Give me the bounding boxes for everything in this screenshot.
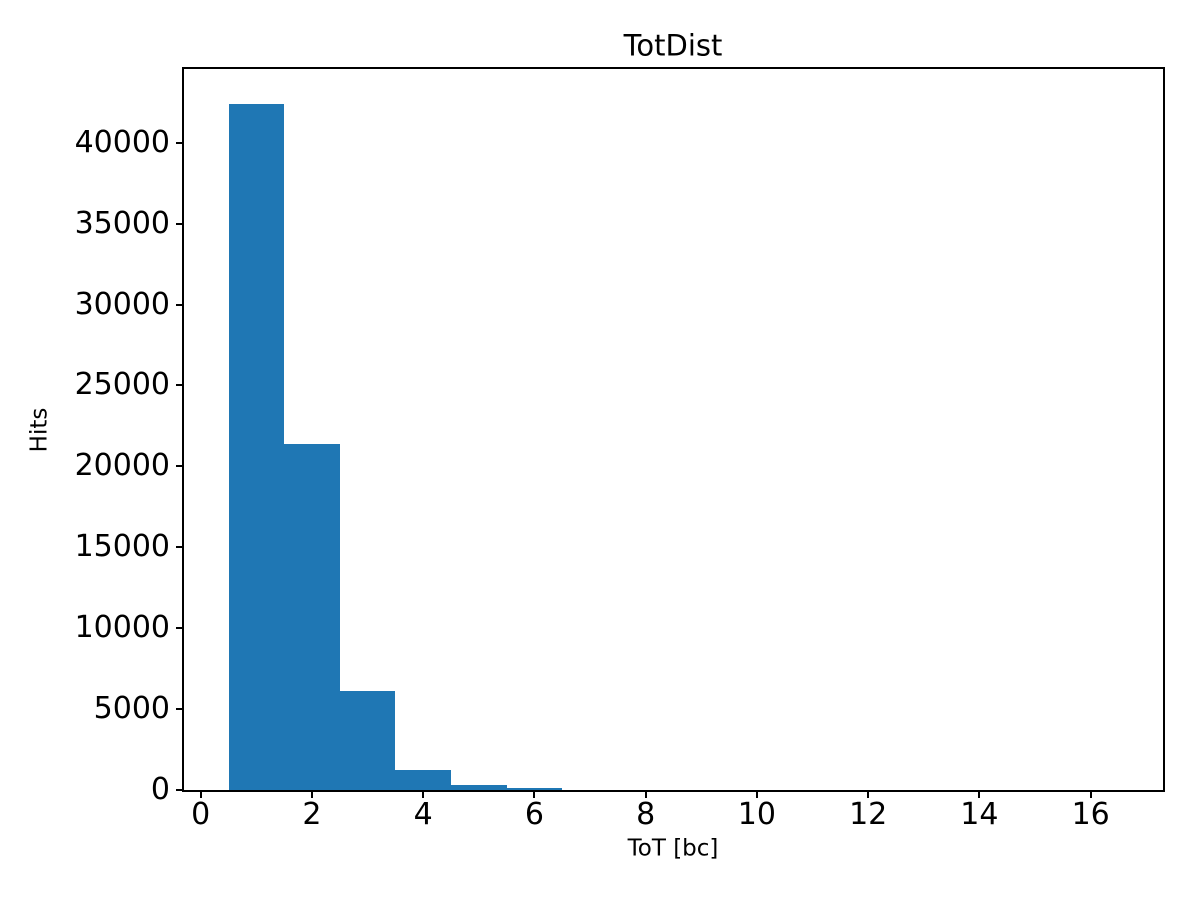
y-axis-tick: [176, 222, 184, 225]
x-axis-tick-label: 16: [1071, 797, 1110, 832]
y-axis-tick: [176, 546, 184, 549]
x-axis-tick-label: 6: [524, 797, 544, 832]
x-axis-tick: [755, 790, 758, 798]
x-axis-tick: [644, 790, 647, 798]
x-axis-tick: [978, 790, 981, 798]
x-axis-tick: [310, 790, 313, 798]
x-axis-tick-label: 12: [849, 797, 888, 832]
y-axis-tick-label: 15000: [74, 529, 170, 565]
y-axis-tick-label: 40000: [74, 124, 170, 160]
x-axis-label: ToT [bc]: [627, 835, 719, 862]
histogram-bar: [339, 690, 396, 790]
x-axis-tick-label: 2: [302, 797, 322, 832]
x-axis-tick-label: 0: [191, 797, 211, 832]
y-axis-tick: [176, 141, 184, 144]
x-axis-tick: [199, 790, 202, 798]
y-axis-tick: [176, 465, 184, 468]
x-axis-tick-label: 4: [413, 797, 433, 832]
x-axis-tick-label: 14: [960, 797, 999, 832]
y-axis-tick: [176, 708, 184, 711]
x-axis-tick-label: 10: [737, 797, 776, 832]
x-axis-tick: [867, 790, 870, 798]
y-axis-tick-label: 20000: [74, 448, 170, 484]
histogram-bar: [284, 443, 340, 790]
y-axis-tick: [176, 627, 184, 630]
y-axis-tick-label: 10000: [74, 610, 170, 646]
y-axis-tick-label: 30000: [74, 286, 170, 322]
histogram-bar: [451, 784, 507, 790]
y-axis-tick: [176, 303, 184, 306]
x-axis-tick-label: 8: [636, 797, 656, 832]
plot-area: 0 2 4 6 8 10 12 14 16 0 5000 10000 15000 20000 25000 30…: [75, 67, 1165, 830]
x-axis-tick: [422, 790, 425, 798]
x-axis-tick: [533, 790, 536, 798]
y-axis-tick-label: 5000: [93, 691, 170, 727]
y-axis-tick: [176, 384, 184, 387]
histogram-bar: [228, 103, 285, 790]
histogram-bar: [395, 770, 451, 790]
y-axis-tick: [176, 789, 184, 791]
chart-title: TotDist: [623, 28, 723, 63]
y-axis-tick-label: 25000: [74, 367, 170, 403]
x-axis-tick: [1089, 790, 1092, 798]
y-axis-tick-label: 0: [150, 772, 170, 807]
histogram-bar: [506, 788, 563, 790]
y-axis-tick-label: 35000: [74, 205, 170, 241]
y-axis-label: Hits: [26, 407, 53, 453]
